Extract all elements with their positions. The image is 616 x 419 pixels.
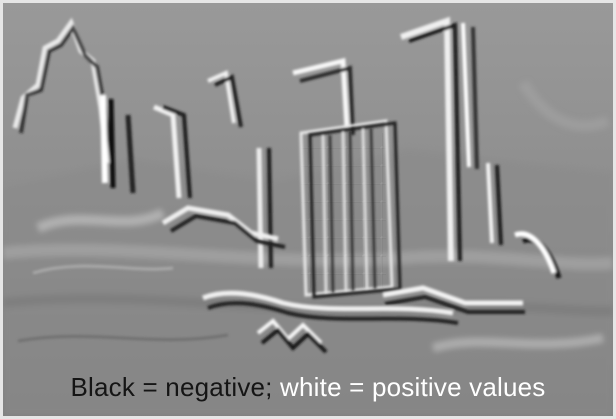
image-caption: Black = negative; white = positive value… [3, 372, 613, 402]
central-grid-building [299, 119, 402, 299]
building-edge-marks [12, 16, 562, 279]
caption-black-negative: Black = negative; [70, 372, 273, 402]
caption-white-positive: white = positive values [280, 372, 546, 402]
foreground-street-edges [17, 205, 525, 354]
soft-highlights [35, 80, 611, 353]
edge-filtered-city-skyline-image [3, 3, 613, 416]
